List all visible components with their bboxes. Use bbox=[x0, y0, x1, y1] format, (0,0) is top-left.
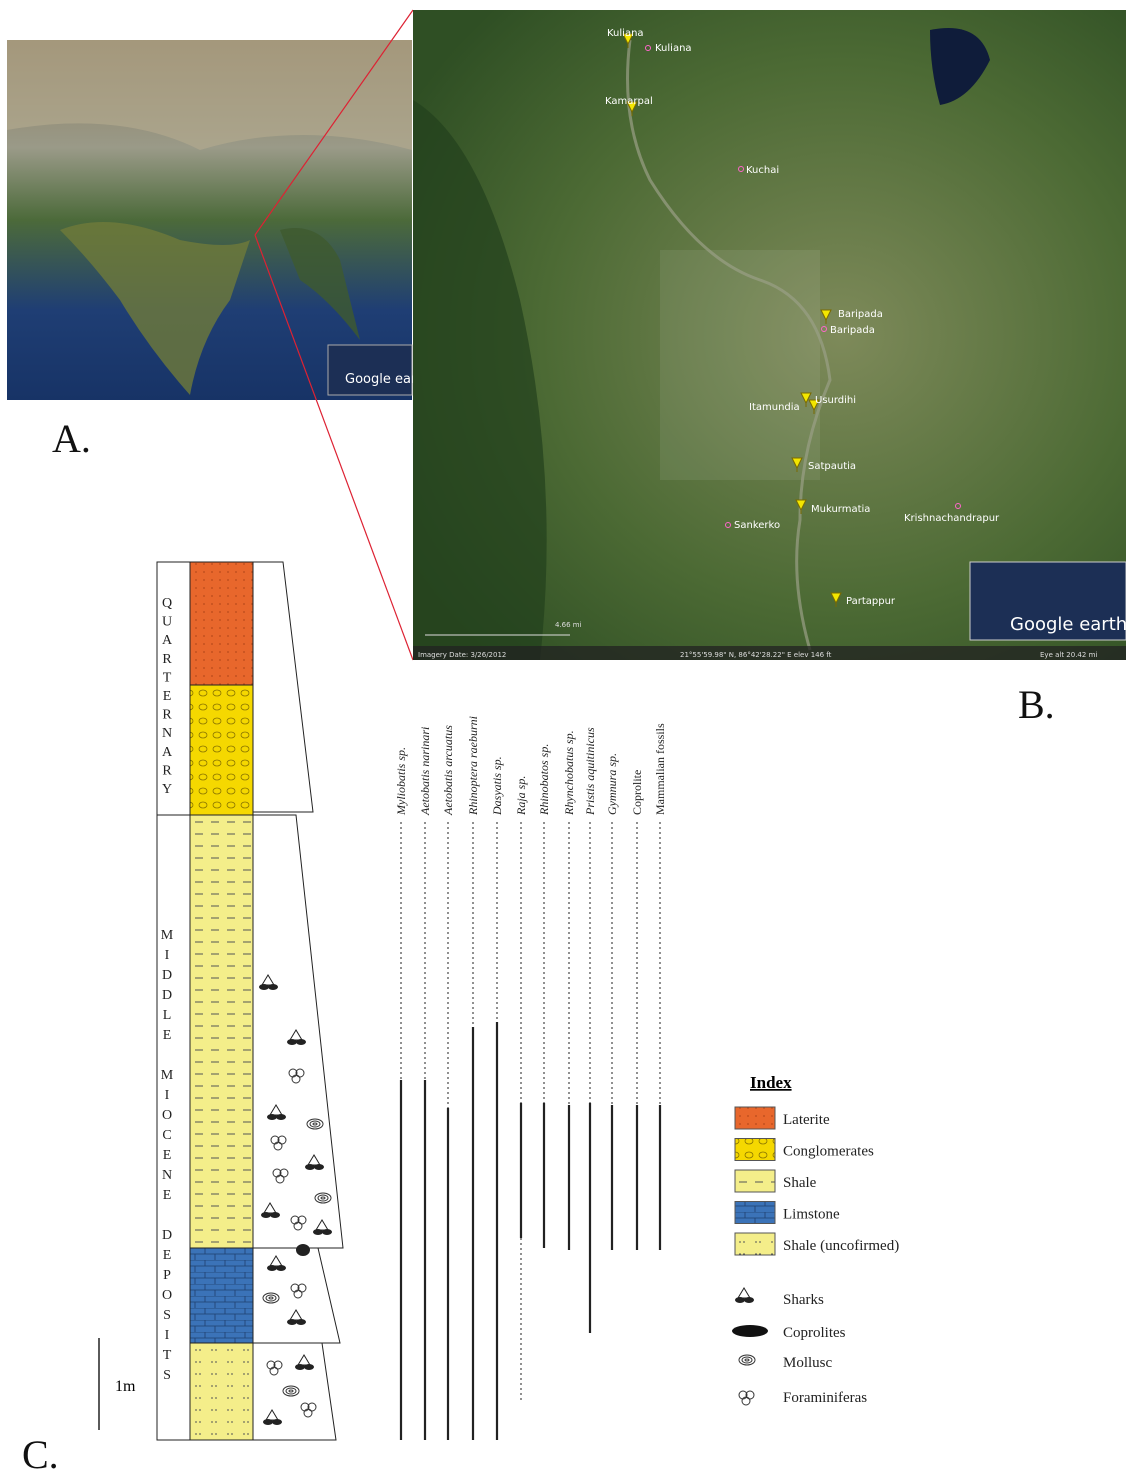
map-b: Google earth Imagery Date: 3/26/2012 21°… bbox=[413, 10, 1126, 660]
taxon-label: Pristis aquitinicus bbox=[583, 727, 597, 816]
place-label: Kuliana bbox=[655, 43, 692, 54]
swatch bbox=[735, 1139, 775, 1161]
place-label: Partappur bbox=[846, 596, 896, 607]
taxon-label: Dasyatis sp. bbox=[490, 756, 504, 816]
index-label: Conglomerates bbox=[783, 1144, 874, 1160]
index-label: Shale (uncofirmed) bbox=[783, 1238, 899, 1254]
swatch bbox=[735, 1233, 775, 1255]
period-label: MIDDLE MIOCENE DEPOSITS bbox=[160, 928, 175, 1388]
taxon-label: Rhynchobatus sp. bbox=[562, 730, 576, 816]
index-label: Coprolites bbox=[783, 1325, 846, 1341]
taxon-label: Coprolite bbox=[630, 770, 644, 815]
figure: Google earth Google earth Imagery Date: … bbox=[0, 0, 1126, 1475]
swatch bbox=[735, 1202, 775, 1224]
index-label: Laterite bbox=[783, 1112, 830, 1128]
column bbox=[157, 562, 343, 1440]
index-label: Sharks bbox=[783, 1292, 824, 1308]
eye-alt: Eye alt 20.42 mi bbox=[1040, 651, 1097, 659]
coordinates: 21°55'59.98" N, 86°42'28.22" E elev 146 … bbox=[680, 651, 832, 659]
period-label: QUARTERNARY bbox=[160, 596, 175, 801]
imagery-date: Imagery Date: 3/26/2012 bbox=[418, 651, 506, 659]
place-label: Satpautia bbox=[808, 461, 856, 472]
symbol bbox=[739, 1391, 754, 1405]
swatch bbox=[735, 1107, 775, 1129]
attribution: Google earth bbox=[1010, 614, 1126, 635]
place-label: Baripada bbox=[830, 325, 875, 336]
symbol bbox=[735, 1288, 754, 1303]
panel-label: A. bbox=[52, 416, 91, 461]
place-label: Usurdihi bbox=[815, 395, 856, 406]
place-label: Itamundia bbox=[749, 402, 800, 413]
index-label: Limstone bbox=[783, 1207, 840, 1223]
place-label: Kuchai bbox=[746, 165, 779, 176]
symbol bbox=[732, 1325, 768, 1337]
panel-label: C. bbox=[22, 1432, 59, 1475]
map-a: Google earth bbox=[7, 40, 430, 400]
index-title: Index bbox=[750, 1073, 792, 1092]
taxon-label: Mammalian fossils bbox=[653, 723, 667, 815]
index-label: Mollusc bbox=[783, 1355, 833, 1371]
symbol bbox=[739, 1355, 755, 1365]
taxon-label: Gymnura sp. bbox=[605, 753, 619, 815]
taxon-label: Raja sp. bbox=[514, 776, 528, 816]
place-label: Kamarpal bbox=[605, 96, 653, 107]
place-label: Sankerko bbox=[734, 520, 780, 531]
place-label: Krishnachandrapur bbox=[904, 513, 1000, 524]
scale: 4.66 mi bbox=[555, 621, 582, 629]
place-label: Mukurmatia bbox=[811, 504, 870, 515]
place-label: Baripada bbox=[838, 309, 883, 320]
index-label: Foraminiferas bbox=[783, 1390, 867, 1406]
scale-label: 1m bbox=[115, 1378, 136, 1395]
taxon-label: Myliobatis sp. bbox=[394, 747, 408, 816]
place-label: Kuliana bbox=[607, 28, 644, 39]
taxon-label: Rhinoptera raeburni bbox=[466, 716, 480, 816]
swatch bbox=[735, 1170, 775, 1192]
index-label: Shale bbox=[783, 1175, 817, 1191]
taxon-label: Aetobatis arcuatus bbox=[441, 725, 455, 816]
panel-label: B. bbox=[1018, 682, 1055, 727]
taxon-label: Aetobatis narinari bbox=[418, 727, 432, 816]
taxon-label: Rhinobatos sp. bbox=[537, 744, 551, 816]
